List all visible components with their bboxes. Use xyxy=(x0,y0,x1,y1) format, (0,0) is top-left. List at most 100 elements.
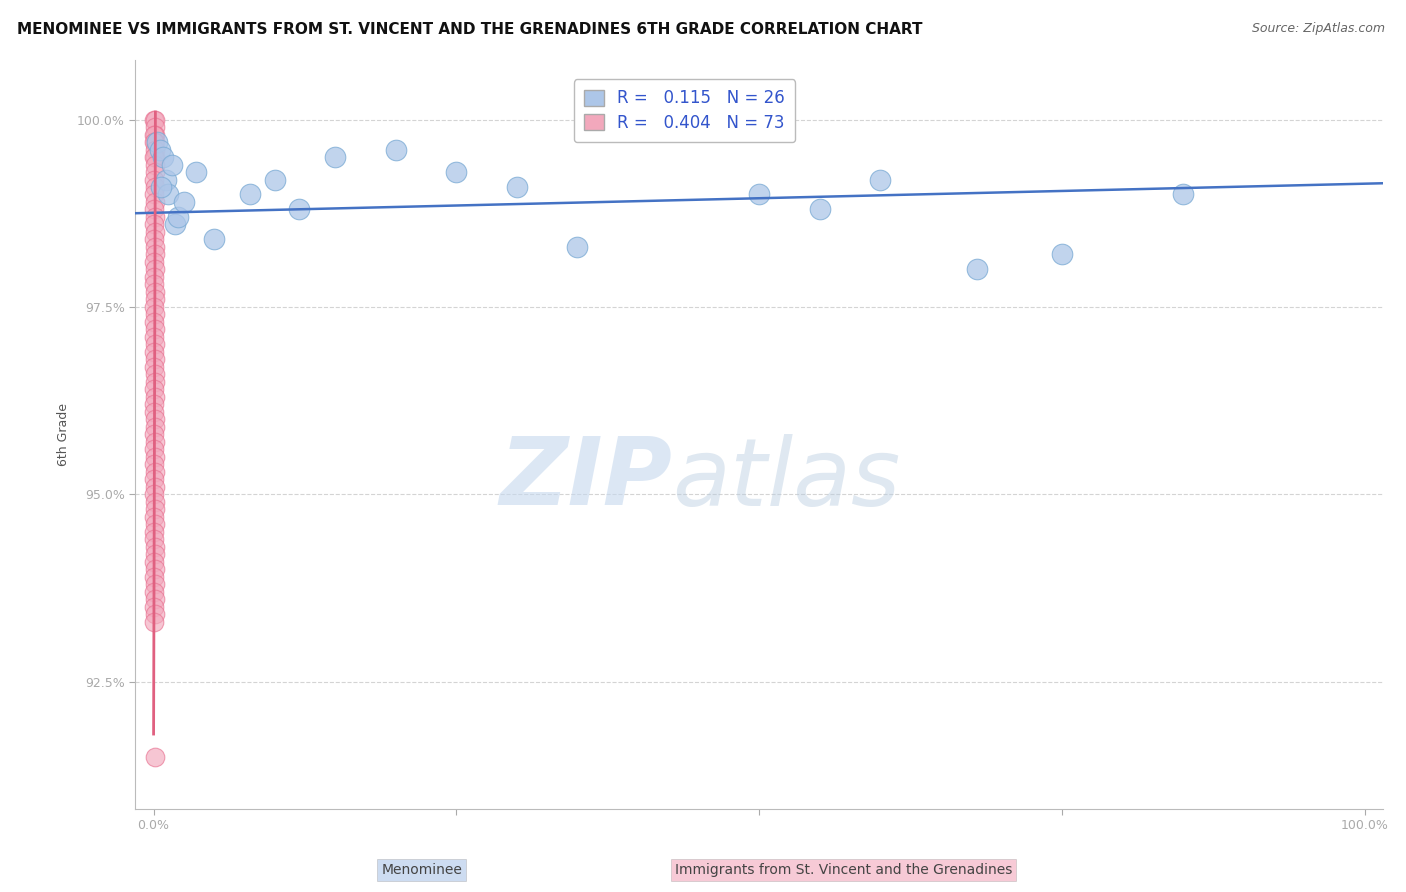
Point xyxy=(202,232,225,246)
Point xyxy=(143,577,166,591)
Point xyxy=(143,480,166,494)
Point xyxy=(146,135,169,149)
Point xyxy=(143,494,166,508)
Point xyxy=(143,569,166,583)
Point xyxy=(143,202,166,217)
Point xyxy=(143,255,166,269)
Point xyxy=(808,202,831,217)
Point xyxy=(966,262,988,277)
Point xyxy=(143,285,166,299)
Point xyxy=(143,540,166,554)
Text: Menominee: Menominee xyxy=(381,863,463,877)
Point xyxy=(567,240,589,254)
Point xyxy=(143,397,166,411)
Point xyxy=(155,172,177,186)
Legend: R =   0.115   N = 26, R =   0.404   N = 73: R = 0.115 N = 26, R = 0.404 N = 73 xyxy=(574,79,794,142)
Point xyxy=(143,615,166,629)
Point xyxy=(143,465,166,479)
Point xyxy=(143,584,166,599)
Point xyxy=(143,165,166,179)
Text: MENOMINEE VS IMMIGRANTS FROM ST. VINCENT AND THE GRENADINES 6TH GRADE CORRELATIO: MENOMINEE VS IMMIGRANTS FROM ST. VINCENT… xyxy=(17,22,922,37)
Point xyxy=(143,293,166,307)
Point xyxy=(143,352,166,367)
Point xyxy=(143,247,166,261)
Point xyxy=(143,120,166,134)
Point xyxy=(143,599,166,614)
Point xyxy=(143,112,166,127)
Point xyxy=(143,524,166,539)
Point xyxy=(288,202,311,217)
Point xyxy=(1171,187,1194,202)
Point xyxy=(143,427,166,442)
Point xyxy=(143,240,166,254)
Point xyxy=(143,172,166,186)
Point xyxy=(143,592,166,607)
Point xyxy=(143,307,166,321)
Point xyxy=(143,412,166,426)
Point xyxy=(143,337,166,351)
Point xyxy=(143,135,166,149)
Point xyxy=(143,232,166,246)
Point xyxy=(263,172,285,186)
Point xyxy=(143,359,166,374)
Point xyxy=(143,187,166,202)
Point xyxy=(143,749,166,764)
Point xyxy=(152,150,174,164)
Point xyxy=(143,442,166,457)
Point xyxy=(149,143,172,157)
Point xyxy=(143,502,166,516)
Point xyxy=(143,390,166,404)
Text: Source: ZipAtlas.com: Source: ZipAtlas.com xyxy=(1251,22,1385,36)
Point xyxy=(143,517,166,532)
Point xyxy=(239,187,262,202)
Point xyxy=(143,375,166,389)
Point xyxy=(143,315,166,329)
Text: Immigrants from St. Vincent and the Grenadines: Immigrants from St. Vincent and the Gren… xyxy=(675,863,1012,877)
Point xyxy=(143,509,166,524)
Y-axis label: 6th Grade: 6th Grade xyxy=(58,403,70,466)
Point xyxy=(143,194,166,209)
Point xyxy=(143,382,166,396)
Point xyxy=(143,555,166,569)
Point xyxy=(143,487,166,501)
Point xyxy=(143,547,166,561)
Point xyxy=(143,562,166,576)
Point xyxy=(143,434,166,449)
Point xyxy=(143,532,166,546)
Point xyxy=(143,157,166,171)
Point xyxy=(143,457,166,471)
Point xyxy=(143,322,166,336)
Point xyxy=(143,150,166,164)
Point xyxy=(143,472,166,486)
Point xyxy=(165,218,187,232)
Point xyxy=(143,143,166,157)
Point xyxy=(143,210,166,224)
Point xyxy=(385,143,408,157)
Point xyxy=(143,150,166,164)
Point xyxy=(143,112,166,127)
Point xyxy=(166,210,188,224)
Point xyxy=(143,269,166,284)
Point xyxy=(160,157,183,171)
Text: atlas: atlas xyxy=(672,434,900,524)
Point xyxy=(143,368,166,382)
Point xyxy=(506,180,529,194)
Point xyxy=(143,405,166,419)
Point xyxy=(446,165,468,179)
Point xyxy=(143,128,166,142)
Text: ZIP: ZIP xyxy=(499,434,672,525)
Point xyxy=(143,344,166,359)
Point xyxy=(143,450,166,464)
Point xyxy=(143,180,166,194)
Point xyxy=(143,225,166,239)
Point xyxy=(157,187,180,202)
Point xyxy=(149,180,172,194)
Point xyxy=(143,262,166,277)
Point xyxy=(143,419,166,434)
Point xyxy=(143,135,166,149)
Point xyxy=(184,165,207,179)
Point xyxy=(748,187,770,202)
Point xyxy=(143,330,166,344)
Point xyxy=(143,607,166,622)
Point xyxy=(323,150,346,164)
